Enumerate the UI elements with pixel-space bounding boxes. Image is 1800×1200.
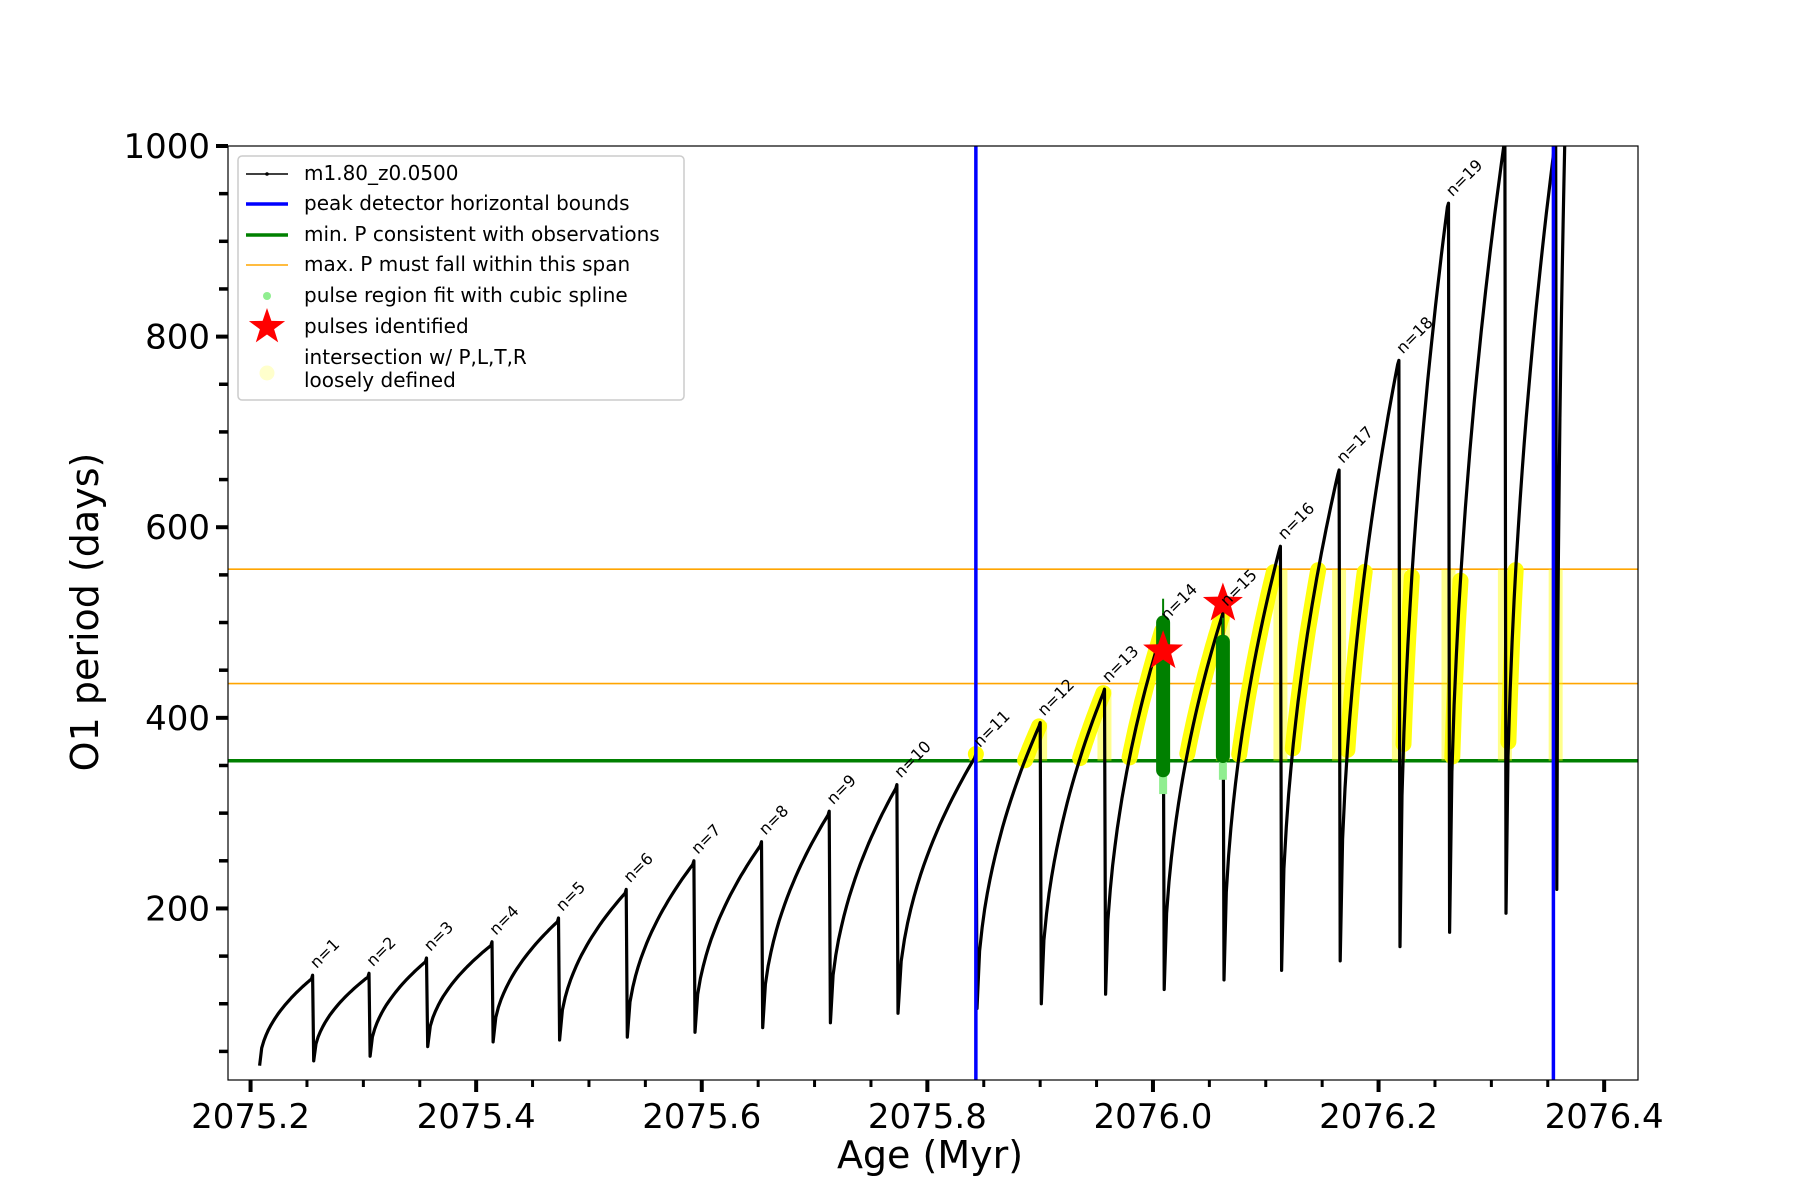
- x-tick-label-2: 2075.6: [642, 1097, 761, 1137]
- x-axis: 2075.2 2075.4 2075.6 2075.8 2076.0 2076.2 2076…: [191, 1080, 1664, 1137]
- legend-handle-series-marker: [265, 172, 269, 176]
- x-tick-label-6: 2076.4: [1545, 1097, 1664, 1137]
- pulse-identified-star-1: [1202, 582, 1243, 621]
- x-tick-label-1: 2075.4: [417, 1097, 536, 1137]
- pulse-identified-star-0: [1143, 630, 1184, 669]
- legend-handle-circle: [259, 365, 275, 381]
- x-tick-label-3: 2075.8: [868, 1097, 987, 1137]
- y-tick-label-1: 400: [145, 699, 210, 739]
- x-tick-label-0: 2075.2: [191, 1097, 310, 1137]
- y-axis: 200 400 600 800 1000: [123, 127, 228, 1054]
- legend-label-6: intersection w/ P,L,T,R: [304, 345, 527, 369]
- y-tick-label-0: 200: [145, 889, 210, 929]
- legend-label-4: pulse region fit with cubic spline: [304, 283, 628, 307]
- pulse-stars: [1143, 582, 1243, 669]
- x-tick-label-4: 2076.0: [1093, 1097, 1212, 1137]
- y-tick-label-4: 1000: [123, 127, 210, 167]
- legend-handle-dot: [263, 292, 271, 300]
- legend-label-0: m1.80_z0.0500: [304, 161, 459, 185]
- y-tick-label-3: 800: [145, 318, 210, 358]
- legend-label-5: pulses identified: [304, 314, 469, 338]
- legend-label-3: max. P must fall within this span: [304, 252, 630, 276]
- period-series: [258, 146, 1567, 1066]
- legend-handle-star: [248, 308, 286, 343]
- y-axis-label: O1 period (days): [63, 453, 107, 772]
- legend-label-6-line1: loosely defined: [304, 368, 456, 392]
- series-m1-80-z0-0500: [258, 146, 1567, 1066]
- legend-box: [237, 155, 685, 401]
- vertical-bound-lines: [974, 146, 1556, 1080]
- y-tick-label-2: 600: [145, 508, 210, 548]
- legend-label-1: peak detector horizontal bounds: [304, 191, 630, 215]
- plot-frame: [227, 145, 1639, 1081]
- x-tick-label-5: 2076.2: [1319, 1097, 1438, 1137]
- x-axis-label: Age (Myr): [837, 1133, 1023, 1177]
- legend-label-2: min. P consistent with observations: [304, 222, 660, 246]
